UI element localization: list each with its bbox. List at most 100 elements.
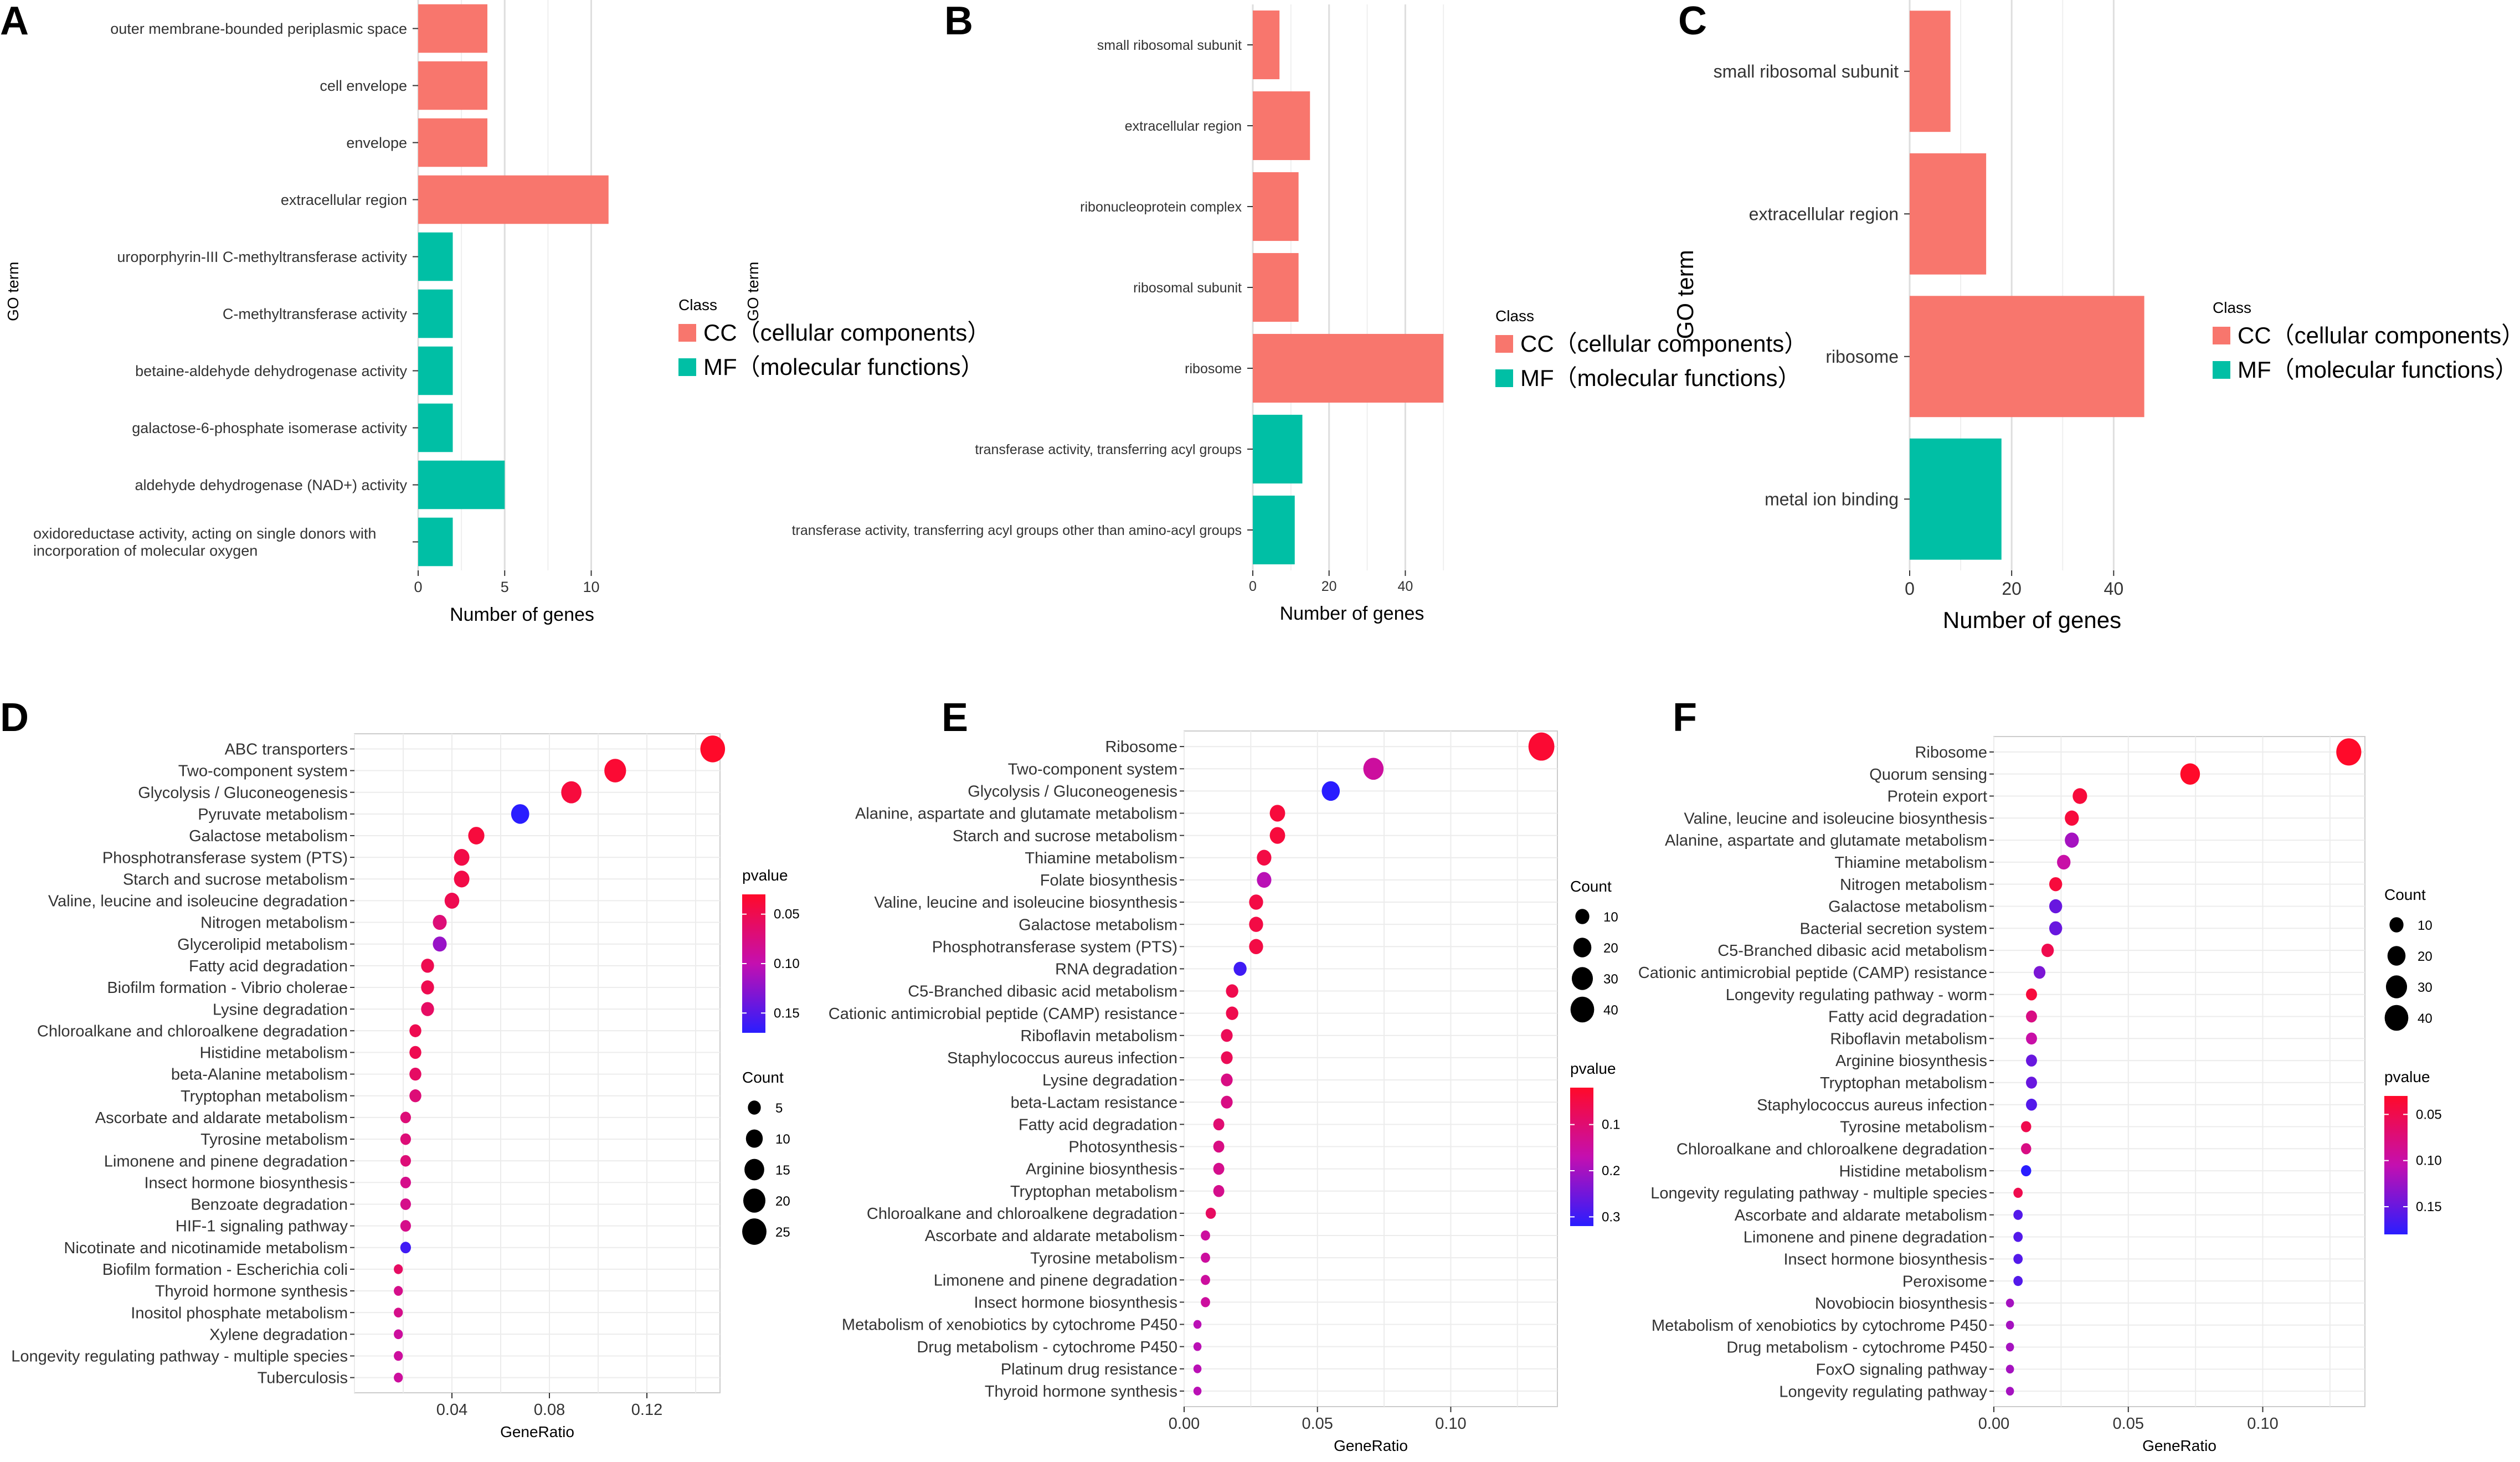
dot (2026, 1010, 2037, 1023)
dot (400, 1198, 412, 1210)
dot (2021, 1165, 2032, 1177)
bar (418, 403, 453, 452)
bar (1910, 11, 1951, 132)
legend-title: Class (678, 296, 717, 313)
category-label: transferase activity, transferring acyl … (975, 442, 1242, 457)
x-tick-label: 0 (414, 579, 422, 595)
dot (2026, 1077, 2037, 1089)
pathway-label: Glycolysis / Gluconeogenesis (138, 784, 348, 802)
dot (394, 1264, 403, 1274)
category-label: ribonucleoprotein complex (1080, 199, 1242, 215)
dot (421, 980, 434, 995)
pathway-label: Protein export (1887, 788, 1987, 806)
bar (1910, 296, 2144, 418)
dot (2049, 921, 2063, 936)
count-legend-dot (1573, 938, 1592, 957)
pathway-label: Chloroalkane and chloroalkene degradatio… (1676, 1140, 1987, 1158)
pathway-label: Staphylococcus aureus infection (947, 1049, 1177, 1067)
pathway-label: Alanine, aspartate and glutamate metabol… (855, 805, 1177, 823)
dot (1528, 732, 1555, 761)
dot (561, 781, 582, 804)
pathway-label: Glycolysis / Gluconeogenesis (968, 783, 1177, 801)
pathway-label: RNA degradation (1055, 961, 1177, 979)
pathway-label: Folate biosynthesis (1040, 872, 1177, 889)
dot (2336, 738, 2362, 766)
pathway-label: Longevity regulating pathway (1779, 1383, 1987, 1401)
pathway-label: Histidine metabolism (1839, 1162, 1987, 1180)
x-tick-label: 0.10 (2247, 1415, 2278, 1433)
legend-title: Class (2213, 299, 2251, 316)
pathway-label: Galactose metabolism (1828, 898, 1987, 916)
pathway-label: Ribosome (1915, 744, 1987, 761)
legend-label-cc: CC（cellular components） (703, 320, 990, 346)
dot (511, 804, 529, 824)
pathway-label: Chloroalkane and chloroalkene degradatio… (867, 1205, 1177, 1223)
pathway-label: Drug metabolism - cytochrome P450 (917, 1339, 1177, 1356)
pathway-label: Nitrogen metabolism (200, 914, 348, 932)
pathway-label: ABC transporters (225, 741, 348, 759)
pathway-label: C5-Branched dibasic acid metabolism (908, 983, 1177, 1001)
x-tick-label: 0.04 (436, 1401, 467, 1419)
y-axis-title: GO term (1672, 250, 1698, 339)
dot (409, 1024, 421, 1037)
dot (1249, 939, 1263, 955)
x-axis-title: Number of genes (1943, 607, 2121, 633)
pathway-label: Platinum drug resistance (1001, 1361, 1177, 1378)
pathway-label: Ascorbate and aldarate metabolism (1735, 1207, 1987, 1224)
dot (1193, 1364, 1202, 1373)
x-tick-label: 0.05 (2113, 1415, 2144, 1433)
dot (2021, 1121, 2032, 1132)
plot-background (1993, 736, 2365, 1407)
dot (444, 892, 460, 909)
pathway-label: Biofilm formation - Vibrio cholerae (107, 979, 348, 997)
dot (454, 871, 470, 888)
dot (2013, 1275, 2023, 1286)
dot (394, 1372, 403, 1383)
count-legend-label: 20 (1603, 941, 1618, 956)
pathway-label: Longevity regulating pathway - multiple … (1650, 1185, 1987, 1202)
dot (2026, 1054, 2037, 1067)
count-legend-dot (1570, 996, 1595, 1023)
pathway-label: Photosynthesis (1068, 1139, 1177, 1156)
pathway-label: Lysine degradation (1042, 1072, 1177, 1089)
pathway-label: Histidine metabolism (199, 1044, 348, 1062)
count-legend-title: Count (1570, 878, 1612, 895)
dot (1201, 1297, 1210, 1307)
count-legend-label: 20 (2418, 949, 2432, 964)
x-tick-label: 0.05 (1302, 1415, 1333, 1433)
pathway-label: Cationic antimicrobial peptide (CAMP) re… (1638, 964, 1987, 982)
colorbar-tick-label: 0.1 (1602, 1118, 1620, 1132)
category-label: envelope (346, 135, 407, 151)
bar (1910, 153, 1987, 275)
plot-background (1184, 730, 1558, 1407)
dot (1193, 1320, 1202, 1329)
bar (1253, 172, 1299, 241)
bar (1253, 253, 1299, 322)
count-legend-label: 40 (2418, 1011, 2432, 1026)
dot (1201, 1252, 1210, 1263)
legend-label-mf: MF（molecular functions） (2238, 357, 2518, 383)
category-label: small ribosomal subunit (1714, 61, 1899, 81)
count-legend-dot (2385, 975, 2408, 998)
pathway-label: Insect hormone biosynthesis (1783, 1250, 1987, 1268)
legend-title: Class (1495, 307, 1534, 325)
dot (2005, 1299, 2014, 1307)
dot (2065, 832, 2079, 848)
dot (1201, 1230, 1210, 1241)
dot (1213, 1185, 1225, 1197)
dot (433, 914, 447, 930)
pathway-label: Arginine biosynthesis (1835, 1052, 1987, 1070)
dot (2065, 810, 2079, 826)
pathway-label: Galactose metabolism (189, 827, 348, 845)
panel-letter-F: F (1673, 696, 1697, 740)
colorbar-tick-label: 0.15 (774, 1006, 800, 1021)
pathway-label: Valine, leucine and isoleucine degradati… (48, 893, 348, 910)
pathway-label: Thyroid hormone synthesis (985, 1383, 1177, 1401)
pathway-label: Tyrosine metabolism (1030, 1249, 1177, 1267)
pathway-label: HIF-1 signaling pathway (176, 1218, 348, 1236)
count-legend-dot (1575, 909, 1590, 924)
dot (1233, 961, 1247, 976)
pathway-label: Two-component system (1008, 760, 1177, 778)
pathway-label: Arginine biosynthesis (1026, 1161, 1177, 1178)
